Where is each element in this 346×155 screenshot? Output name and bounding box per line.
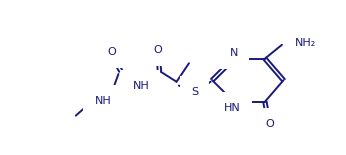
Text: S: S: [191, 87, 198, 97]
Text: O: O: [154, 45, 162, 55]
Text: NH₂: NH₂: [295, 38, 316, 48]
Text: O: O: [265, 119, 274, 129]
Text: NH: NH: [133, 81, 149, 91]
Text: HN: HN: [224, 103, 241, 113]
Text: NH: NH: [94, 96, 111, 106]
Text: O: O: [107, 47, 116, 57]
Text: N: N: [230, 48, 238, 58]
